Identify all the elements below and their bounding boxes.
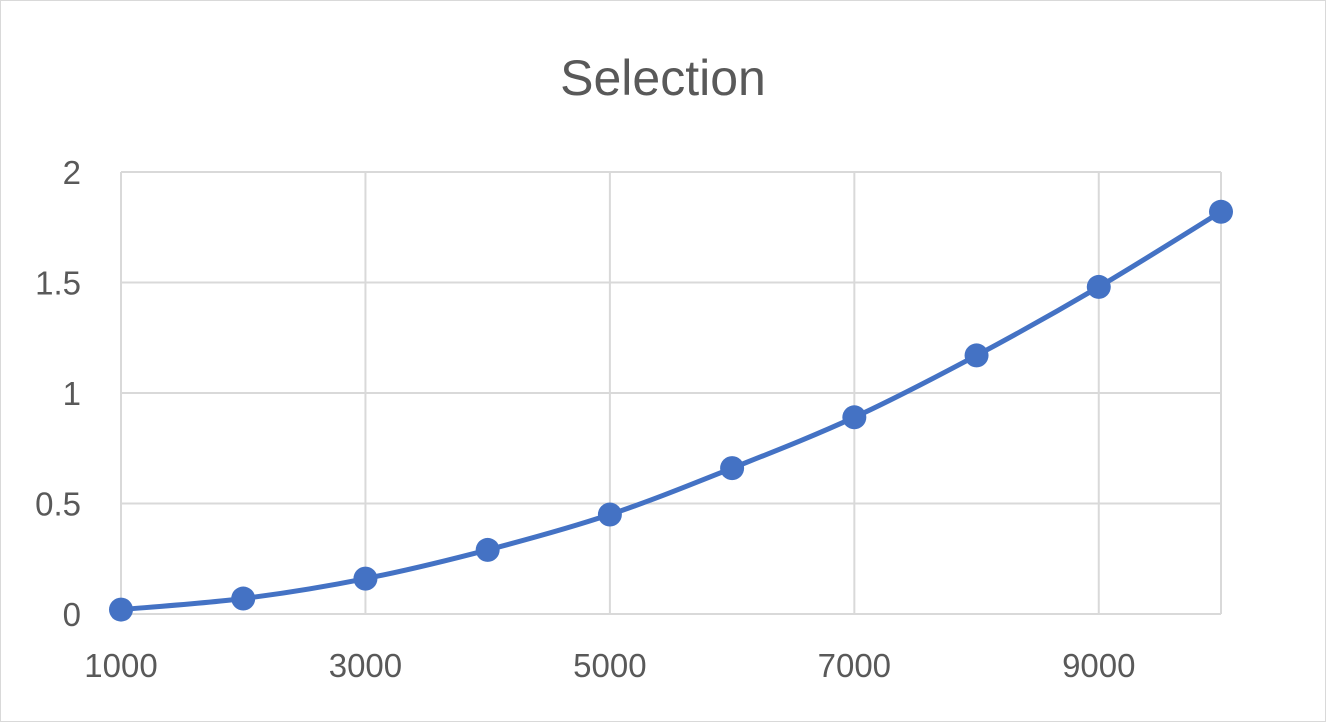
data-point xyxy=(964,343,989,368)
y-axis-tick-labels: 0 0.5 1 1.5 2 xyxy=(35,154,81,633)
y-tick-label: 0.5 xyxy=(35,486,81,523)
data-point xyxy=(475,537,500,562)
data-point xyxy=(231,586,256,611)
data-point xyxy=(842,405,867,430)
data-point xyxy=(597,502,622,527)
series-layer xyxy=(109,199,1233,622)
series-line xyxy=(118,209,1224,613)
x-tick-label: 3000 xyxy=(329,647,402,684)
x-tick-label: 5000 xyxy=(573,647,646,684)
data-point xyxy=(1209,199,1233,224)
x-tick-label: 7000 xyxy=(818,647,891,684)
x-tick-label: 1000 xyxy=(84,647,157,684)
y-tick-label: 0 xyxy=(63,596,81,633)
gridlines xyxy=(120,171,1222,615)
x-axis-tick-labels: 1000 3000 5000 7000 9000 xyxy=(84,647,1135,684)
y-tick-label: 2 xyxy=(63,154,81,191)
data-point xyxy=(720,456,745,481)
y-tick-label: 1 xyxy=(63,375,81,412)
data-point xyxy=(353,566,378,591)
data-point xyxy=(109,597,133,622)
data-point xyxy=(1086,274,1111,299)
x-tick-label: 9000 xyxy=(1062,647,1135,684)
chart-title: Selection xyxy=(560,50,766,106)
y-tick-label: 1.5 xyxy=(35,265,81,302)
